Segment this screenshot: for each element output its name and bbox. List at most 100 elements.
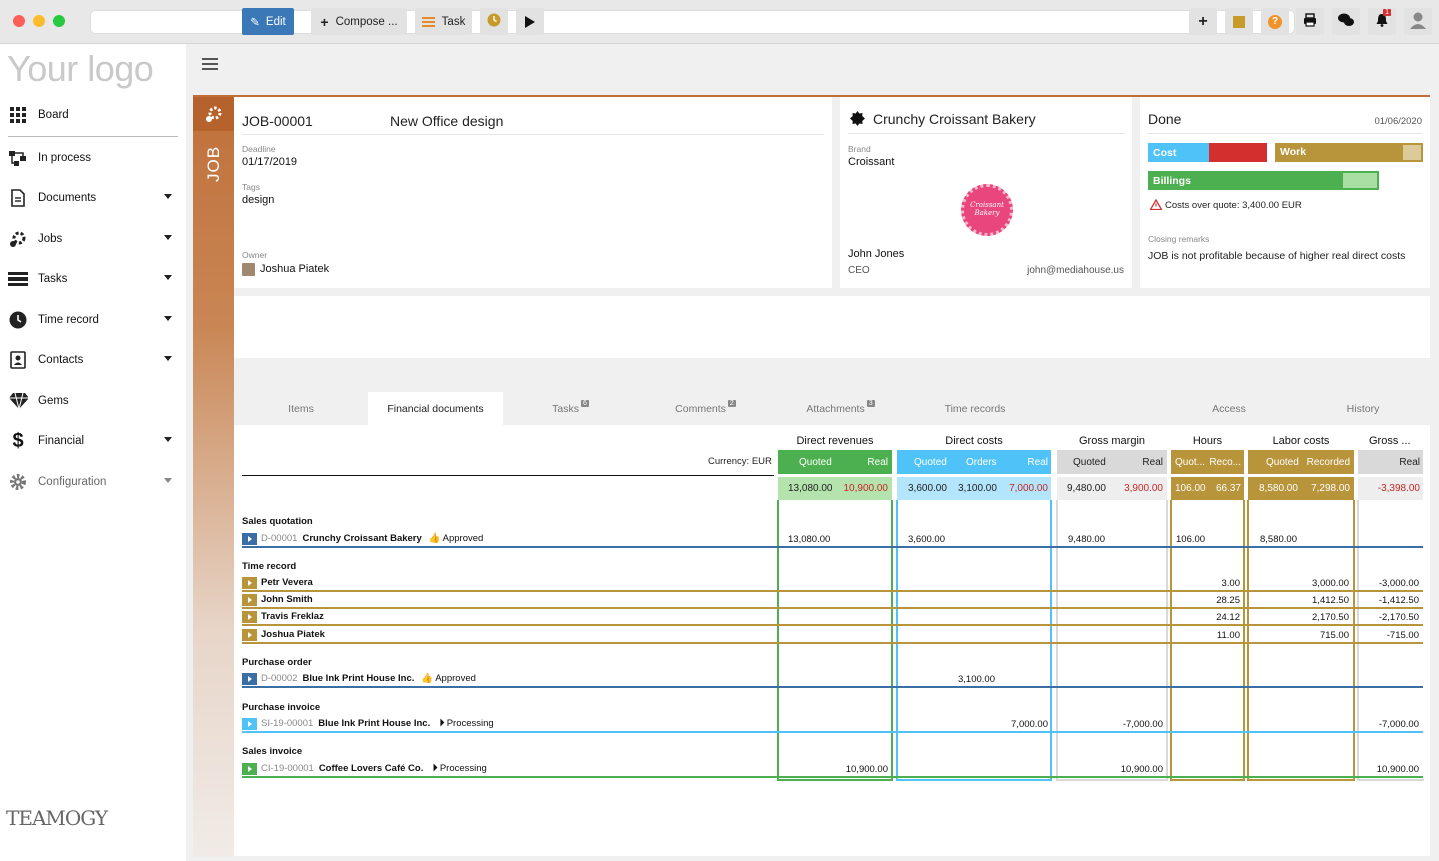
chevron-down-icon[interactable] bbox=[164, 275, 172, 280]
table-row-purchase-order[interactable]: D-00002 Blue Ink Print House Inc. 👍 Appro… bbox=[242, 671, 476, 686]
section-sales-quotation: Sales quotation bbox=[242, 516, 313, 527]
hours-subheader: Quot... Reco... bbox=[1171, 450, 1244, 474]
billings-bar-label: Billings bbox=[1150, 173, 1343, 188]
sidebar-divider bbox=[8, 136, 178, 137]
edit-button[interactable]: ✎ Edit bbox=[242, 8, 294, 35]
chevron-down-icon[interactable] bbox=[164, 478, 172, 483]
closing-remarks-label: Closing remarks bbox=[1148, 234, 1210, 244]
job-state: Done bbox=[1148, 111, 1182, 127]
sidebar-item-board[interactable]: Board bbox=[8, 102, 178, 128]
tag-value[interactable]: design bbox=[242, 194, 275, 206]
notifications-button[interactable]: 1 bbox=[1368, 8, 1396, 35]
help-button[interactable]: ? bbox=[1261, 8, 1289, 35]
tab-history[interactable]: History bbox=[1346, 402, 1380, 415]
expand-arrow-icon[interactable] bbox=[242, 610, 257, 623]
tab-tasks[interactable]: Tasks 6 bbox=[552, 400, 589, 415]
divider bbox=[848, 133, 1124, 134]
task-button[interactable]: Task bbox=[415, 8, 472, 35]
status-date: 01/06/2020 bbox=[1374, 116, 1422, 127]
sticky-note-icon bbox=[1233, 15, 1245, 28]
table-row-sales-quotation[interactable]: D-00001 Crunchy Croissant Bakery 👍 Approv… bbox=[242, 531, 483, 546]
tab-items[interactable]: Items bbox=[288, 402, 314, 415]
chevron-down-icon[interactable] bbox=[164, 235, 172, 240]
warning-icon bbox=[1149, 198, 1163, 211]
expand-arrow-icon[interactable] bbox=[242, 672, 257, 685]
chevron-down-icon[interactable] bbox=[164, 437, 172, 442]
status-card: Done 01/06/2020 Cost Work Billings Costs… bbox=[1140, 97, 1430, 288]
section-time-record: Time record bbox=[242, 561, 297, 572]
contact-name[interactable]: John Jones bbox=[848, 248, 905, 260]
sidebar-item-documents[interactable]: Documents bbox=[8, 185, 178, 211]
close-window-button[interactable] bbox=[13, 15, 25, 27]
row-divider bbox=[242, 731, 1423, 733]
play-button[interactable] bbox=[516, 8, 544, 35]
table-row-sales-invoice[interactable]: CI-19-00001 Coffee Lovers Café Co. ⏵ Proc… bbox=[242, 761, 487, 776]
expand-arrow-icon[interactable] bbox=[242, 532, 257, 545]
plus-icon: + bbox=[1198, 12, 1208, 30]
gross-totals: -3,398.00 bbox=[1358, 477, 1423, 500]
row-divider bbox=[242, 776, 1423, 778]
time-button[interactable] bbox=[480, 8, 508, 35]
section-sales-invoice: Sales invoice bbox=[242, 746, 303, 757]
print-button[interactable] bbox=[1296, 8, 1324, 35]
table-row-time-record[interactable]: Travis Freklaz bbox=[242, 609, 324, 624]
client-name[interactable]: Crunchy Croissant Bakery bbox=[873, 111, 1036, 127]
tab-financial-documents[interactable]: Financial documents bbox=[368, 392, 503, 425]
tab-attachments[interactable]: Attachments 3 bbox=[806, 400, 875, 415]
process-icon bbox=[8, 149, 28, 167]
sidebar-item-label: Contacts bbox=[38, 354, 84, 366]
gross-margin-totals: 9,480.00 3,900.00 bbox=[1057, 477, 1167, 500]
expand-arrow-icon[interactable] bbox=[242, 593, 257, 606]
maximize-window-button[interactable] bbox=[53, 15, 65, 27]
row-divider bbox=[242, 607, 1423, 609]
work-bar-remaining bbox=[1403, 145, 1421, 160]
sidebar-item-configuration[interactable]: Configuration bbox=[8, 469, 178, 495]
tasks-count-badge: 6 bbox=[580, 400, 589, 407]
contact-email[interactable]: john@mediahouse.us bbox=[1027, 265, 1124, 276]
compose-button[interactable]: + Compose ... bbox=[311, 8, 407, 35]
revenues-totals: 13,080.00 10,900.00 bbox=[778, 477, 892, 500]
expand-arrow-icon[interactable] bbox=[242, 762, 257, 775]
thumbs-up-icon: 👍 bbox=[428, 533, 441, 544]
table-row-time-record[interactable]: Joshua Piatek bbox=[242, 627, 325, 642]
user-avatar-button[interactable] bbox=[1404, 8, 1432, 35]
expand-arrow-icon[interactable] bbox=[242, 628, 257, 641]
chat-button[interactable] bbox=[1332, 8, 1360, 35]
job-side-label: JOB bbox=[204, 145, 223, 182]
tab-comments[interactable]: Comments 2 bbox=[675, 400, 736, 415]
labor-costs-subheader: Quoted Recorded bbox=[1248, 450, 1354, 474]
expand-arrow-icon[interactable] bbox=[242, 576, 257, 589]
expand-arrow-icon[interactable] bbox=[242, 717, 257, 730]
chevron-down-icon[interactable] bbox=[164, 316, 172, 321]
hours-column-frame bbox=[1170, 500, 1245, 781]
sidebar-item-gems[interactable]: Gems bbox=[8, 388, 178, 414]
menu-toggle-icon[interactable] bbox=[202, 58, 218, 70]
sidebar-item-in-process[interactable]: In process bbox=[8, 145, 178, 171]
gross-header: Gross ... bbox=[1369, 435, 1411, 447]
notes-button[interactable] bbox=[1225, 8, 1253, 35]
table-row-time-record[interactable]: Petr Vevera bbox=[242, 575, 313, 590]
chevron-down-icon[interactable] bbox=[164, 356, 172, 361]
table-row-purchase-invoice[interactable]: SI-19-00001 Blue Ink Print House Inc. ⏵ P… bbox=[242, 716, 494, 731]
deadline-value: 01/17/2019 bbox=[242, 156, 298, 168]
add-button[interactable]: + bbox=[1189, 8, 1217, 35]
sidebar-item-financial[interactable]: $ Financial bbox=[8, 428, 178, 454]
minimize-window-button[interactable] bbox=[33, 15, 45, 27]
tab-time-records[interactable]: Time records bbox=[944, 402, 1006, 415]
owner-name[interactable]: Joshua Piatek bbox=[260, 263, 330, 275]
table-row-time-record[interactable]: John Smith bbox=[242, 592, 313, 607]
gross-column-frame bbox=[1357, 500, 1424, 781]
labor-costs-header: Labor costs bbox=[1272, 435, 1330, 447]
labor-costs-totals: 8,580.00 7,298.00 bbox=[1248, 477, 1354, 500]
chevron-down-icon[interactable] bbox=[164, 194, 172, 199]
clock-icon bbox=[487, 13, 501, 30]
user-icon bbox=[1409, 11, 1427, 32]
sidebar-item-tasks[interactable]: Tasks bbox=[8, 266, 178, 292]
tab-access[interactable]: Access bbox=[1212, 402, 1246, 415]
sidebar-item-jobs[interactable]: Jobs bbox=[8, 226, 178, 252]
sidebar-item-label: Financial bbox=[38, 435, 85, 447]
sidebar-item-contacts[interactable]: Contacts bbox=[8, 347, 178, 373]
job-gear-icon bbox=[193, 97, 234, 131]
gear-icon bbox=[8, 473, 28, 491]
sidebar-item-time-record[interactable]: Time record bbox=[8, 307, 178, 333]
